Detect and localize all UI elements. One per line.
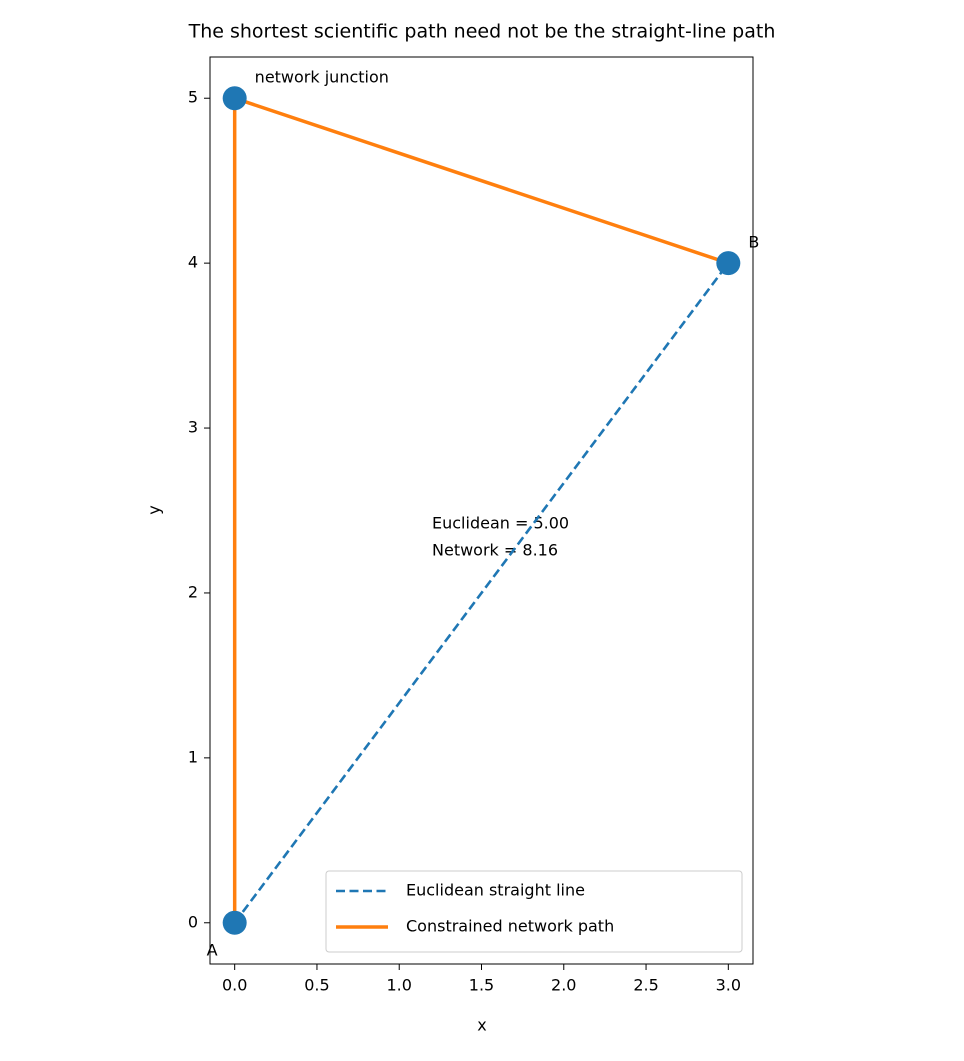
legend-box (325, 870, 743, 953)
y-tick-label: 4 (188, 253, 198, 272)
legend-label: Euclidean straight line (406, 881, 585, 900)
x-tick-label: 2.5 (633, 976, 658, 995)
x-tick-label: 1.0 (387, 976, 412, 995)
y-tick-label: 1 (188, 747, 198, 766)
y-tick-label: 2 (188, 582, 198, 601)
annotation-line: Euclidean = 5.00 (432, 514, 569, 533)
y-tick-label: 0 (188, 912, 198, 931)
y-axis-label: y (145, 505, 164, 514)
legend: Euclidean straight line Constrained netwo… (325, 870, 743, 953)
point-label: network junction (255, 68, 389, 87)
x-axis-label: x (477, 1016, 486, 1035)
point-label: B (748, 233, 759, 252)
y-tick-label: 5 (188, 88, 198, 107)
point (222, 86, 247, 111)
point-label: A (207, 940, 218, 959)
legend-label: Constrained network path (406, 917, 614, 936)
chart-title: The shortest scientific path need not be… (188, 21, 776, 43)
point (222, 910, 247, 935)
x-tick-label: 0.0 (222, 976, 247, 995)
series-line (233, 262, 730, 924)
y-tick-label: 3 (188, 418, 198, 437)
annotation-line: Network = 8.16 (432, 541, 558, 560)
plot-frame (209, 56, 754, 965)
x-tick-label: 2.0 (551, 976, 576, 995)
point (716, 251, 741, 276)
x-tick-label: 3.0 (716, 976, 741, 995)
series-line (232, 95, 729, 923)
x-tick-label: 1.5 (469, 976, 494, 995)
x-tick-label: 0.5 (304, 976, 329, 995)
